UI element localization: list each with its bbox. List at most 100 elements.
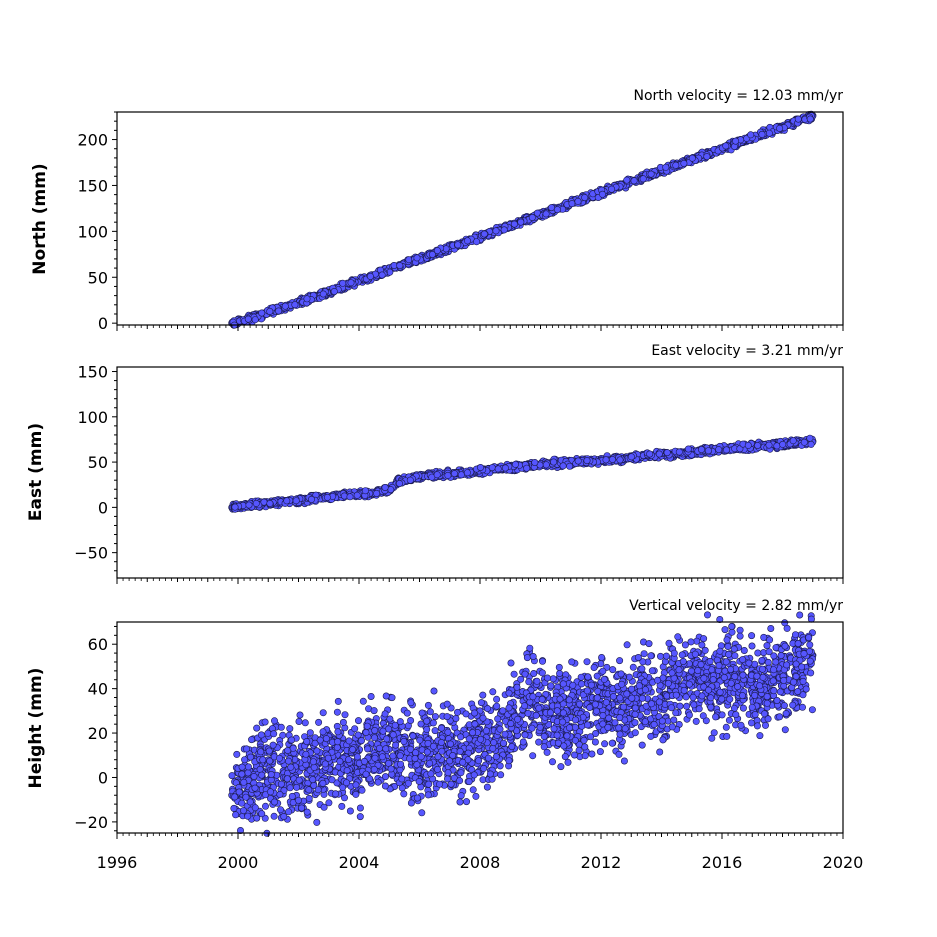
- north-point: [480, 230, 488, 238]
- height-point: [238, 770, 246, 778]
- height-point: [277, 723, 285, 731]
- height-point: [764, 658, 772, 666]
- east-ytick-label: 0: [98, 498, 108, 517]
- height-point: [333, 708, 341, 716]
- height-point: [338, 802, 346, 810]
- east-point: [476, 463, 484, 471]
- height-point: [549, 675, 557, 683]
- height-point: [529, 652, 537, 660]
- north-point: [413, 254, 421, 262]
- east-point: [395, 479, 403, 487]
- east-point: [252, 499, 260, 507]
- height-point: [525, 678, 533, 686]
- east-ytick-label: 150: [77, 363, 108, 382]
- east-point: [655, 450, 663, 458]
- east-ytick-label: 50: [88, 453, 108, 472]
- height-point: [431, 713, 439, 721]
- height-point: [431, 727, 439, 735]
- height-point: [519, 738, 527, 746]
- height-point: [538, 669, 546, 677]
- height-point: [296, 711, 304, 719]
- north-point: [492, 227, 500, 235]
- height-point: [457, 792, 465, 800]
- east-velocity-annotation: East velocity = 3.21 mm/yr: [651, 343, 843, 359]
- east-point: [373, 489, 381, 497]
- height-point: [656, 652, 664, 660]
- east-point: [494, 465, 502, 473]
- height-point: [328, 776, 336, 784]
- height-point: [472, 792, 480, 800]
- height-point: [483, 783, 491, 791]
- height-point: [690, 701, 698, 709]
- height-point: [517, 675, 525, 683]
- height-point: [374, 778, 382, 786]
- height-point: [496, 762, 504, 770]
- height-point: [676, 702, 684, 710]
- height-point: [640, 650, 648, 658]
- height-point: [332, 790, 340, 798]
- north-point: [266, 307, 274, 315]
- height-point: [370, 707, 378, 715]
- east-point: [800, 438, 808, 446]
- height-point: [479, 691, 487, 699]
- east-point: [765, 441, 773, 449]
- height-point: [424, 701, 432, 709]
- east-point: [245, 501, 253, 509]
- north-point: [776, 124, 784, 132]
- height-point: [403, 709, 411, 717]
- height-point: [722, 723, 730, 731]
- north-point: [688, 154, 696, 162]
- height-point: [305, 786, 313, 794]
- east-point: [260, 498, 268, 506]
- height-point: [286, 725, 294, 733]
- height-point: [577, 673, 585, 681]
- height-point: [760, 633, 768, 641]
- north-point: [598, 190, 606, 198]
- height-point: [345, 737, 353, 745]
- east-point: [450, 470, 458, 478]
- height-point: [753, 722, 761, 730]
- height-point: [616, 657, 624, 665]
- east-point: [697, 446, 705, 454]
- north-point: [339, 279, 347, 287]
- height-point: [615, 750, 623, 758]
- north-point: [244, 315, 252, 323]
- north-scatter: [228, 110, 817, 329]
- height-point: [765, 648, 773, 656]
- height-point: [276, 806, 284, 814]
- height-point: [370, 734, 378, 742]
- north-point: [454, 241, 462, 249]
- height-point: [645, 640, 653, 648]
- north-point: [747, 131, 755, 139]
- height-point: [228, 772, 236, 780]
- height-point: [808, 706, 816, 714]
- height-point: [456, 798, 464, 806]
- north-point: [732, 137, 740, 145]
- east-point: [616, 456, 624, 464]
- height-point: [426, 708, 434, 716]
- east-point: [789, 437, 797, 445]
- height-point: [588, 750, 596, 758]
- east-point: [559, 462, 567, 470]
- height-point: [351, 725, 359, 733]
- north-point: [347, 279, 355, 287]
- height-point: [629, 663, 637, 671]
- height-point: [806, 641, 814, 649]
- north-ylabel: North (mm): [30, 163, 50, 274]
- north-point: [291, 301, 299, 309]
- east-point: [704, 447, 712, 455]
- height-point: [499, 707, 507, 715]
- height-point: [244, 763, 252, 771]
- east-point: [463, 469, 471, 477]
- height-point: [507, 659, 515, 667]
- height-point: [751, 660, 759, 668]
- north-point: [281, 302, 289, 310]
- east-ylabel: East (mm): [26, 423, 46, 521]
- north-point: [303, 295, 311, 303]
- height-point: [359, 697, 367, 705]
- north-point: [794, 115, 802, 123]
- north-point: [553, 206, 561, 214]
- height-point: [564, 758, 572, 766]
- height-point: [381, 773, 389, 781]
